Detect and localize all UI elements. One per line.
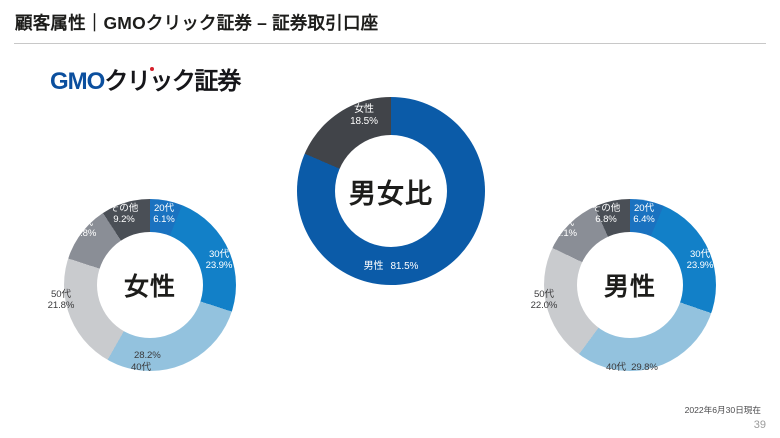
female-label-30s-name: 30代: [209, 249, 229, 260]
female-label-40s-name: 40代: [131, 362, 151, 373]
male-label-30s-value: 23.9%: [686, 260, 714, 272]
page-number: 39: [753, 419, 766, 431]
female-label-50s-value: 21.8%: [47, 300, 75, 312]
female-label-20s-value: 6.1%: [153, 214, 175, 226]
male-label-other: その他 6.8%: [583, 203, 629, 226]
chart-female-age-hole: 女性: [97, 232, 203, 338]
chart-gender-ratio-label-female: 女性 18.5%: [337, 104, 391, 128]
logo-gmo-text: GMO: [50, 68, 105, 95]
chart-gender-ratio-hole: 男女比: [335, 135, 447, 247]
male-label-60s: 60代 11.1%: [543, 217, 585, 240]
female-label-60s-value: 10.8%: [69, 228, 97, 240]
female-label-40s-name-wrap: 40代: [131, 362, 151, 373]
female-label-40s: 28.2%: [134, 350, 161, 361]
chart-male-age-hole: 男性: [577, 232, 683, 338]
page-title: 顧客属性｜GMOクリック証券 – 証券取引口座: [15, 13, 379, 33]
as-of-date: 2022年6月30日現在: [684, 405, 761, 415]
female-label-other-value: 9.2%: [113, 214, 135, 226]
female-label-30s-value: 23.9%: [205, 260, 233, 272]
female-label-40s-value: 28.2%: [134, 350, 161, 361]
label-value-male: 81.5%: [390, 261, 419, 272]
chart-gender-ratio-label-male: 男性 81.5%: [336, 261, 446, 273]
chart-male-age: 男性: [544, 199, 716, 371]
label-name-male: 男性: [363, 261, 384, 272]
male-label-60s-value: 11.1%: [551, 228, 577, 240]
female-label-30s: 30代 23.9%: [200, 249, 238, 272]
female-label-50s-name: 50代: [51, 289, 71, 300]
female-label-20s-name: 20代: [154, 203, 174, 214]
male-label-other-value: 6.8%: [595, 214, 617, 226]
label-value-female: 18.5%: [350, 115, 378, 127]
female-label-60s-name: 60代: [73, 217, 93, 228]
male-label-40s-name: 40代: [606, 362, 626, 373]
male-label-40s: 40代 29.8%: [606, 362, 658, 373]
title-divider: [14, 43, 766, 44]
logo-accent-dot-icon: [150, 67, 155, 71]
male-label-60s-name: 60代: [554, 217, 574, 228]
male-label-20s-name: 20代: [634, 203, 654, 214]
logo-kanji-text: 証券: [194, 68, 241, 95]
male-label-40s-value: 29.8%: [631, 362, 658, 373]
chart-female-age-title: 女性: [123, 273, 176, 301]
male-label-30s-name: 30代: [690, 249, 710, 260]
male-label-20s: 20代 6.4%: [626, 203, 662, 226]
male-label-other-name: その他: [591, 203, 621, 214]
gmo-click-logo: GMOクリック 証券: [50, 67, 241, 95]
female-label-20s: 20代 6.1%: [146, 203, 182, 226]
female-label-other: その他 9.2%: [100, 203, 148, 226]
male-label-30s: 30代 23.9%: [681, 249, 719, 272]
male-label-50s: 50代 22.0%: [525, 289, 563, 312]
chart-male-age-title: 男性: [603, 273, 656, 301]
female-label-50s: 50代 21.8%: [42, 289, 80, 312]
female-label-other-name: その他: [109, 203, 139, 214]
chart-gender-ratio-title: 男女比: [349, 178, 433, 209]
female-label-60s: 60代 10.8%: [62, 217, 104, 240]
male-label-50s-name: 50代: [534, 289, 554, 300]
chart-female-age: 女性: [64, 199, 236, 371]
chart-gender-ratio: 男女比: [297, 97, 485, 285]
male-label-50s-value: 22.0%: [530, 300, 558, 312]
label-name-female: 女性: [354, 104, 374, 115]
logo-katakana-text: クリック: [104, 67, 196, 95]
male-label-20s-value: 6.4%: [633, 214, 655, 226]
